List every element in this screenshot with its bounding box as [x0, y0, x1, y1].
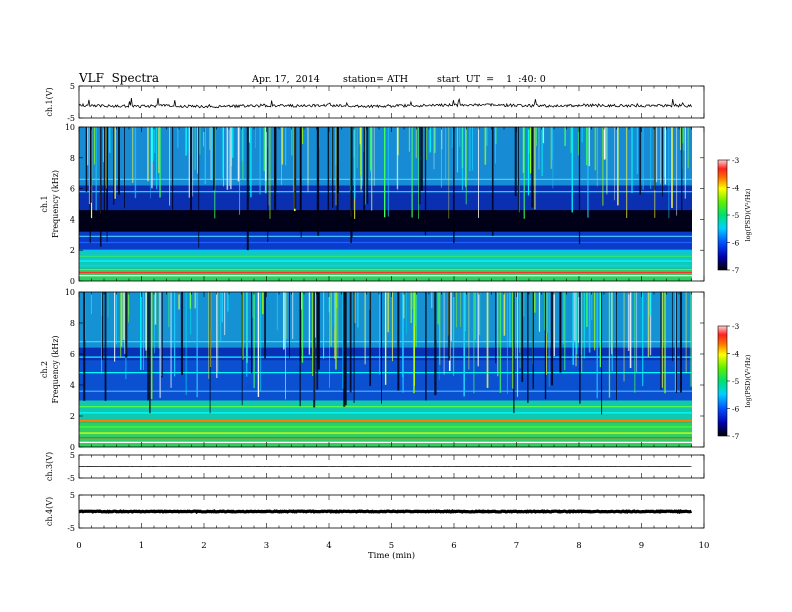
y-tick-label: 2	[70, 246, 75, 255]
x-tick-label: 6	[451, 541, 456, 551]
x-tick-label: 0	[76, 541, 81, 551]
y-tick-label: 0	[70, 443, 75, 452]
spectrogram-band	[79, 185, 692, 211]
y-tick-label: 2	[70, 412, 75, 421]
y-tick-label: -5	[67, 474, 75, 483]
spectrogram-band	[79, 210, 692, 232]
colorbar-label: log(PSD)(V²/Hz)	[744, 354, 752, 407]
colorbar	[717, 325, 728, 437]
colorbar-tick-label: -7	[732, 266, 740, 275]
spectrogram-band	[79, 250, 692, 269]
y-axis-label: Frequency (kHz)	[51, 170, 60, 238]
y-tick-label: 6	[70, 185, 75, 194]
colorbar-tick-label: -4	[732, 184, 740, 193]
y-axis-label: ch.2	[40, 361, 49, 378]
x-tick-label: 9	[639, 541, 644, 551]
spectrogram-band	[79, 400, 692, 423]
x-tick-label: 7	[514, 541, 519, 551]
y-tick-label: 0	[70, 277, 75, 286]
colorbar-tick-label: -7	[732, 432, 740, 441]
spectrogram-band	[79, 422, 692, 447]
x-tick-label: 8	[576, 541, 581, 551]
spectrogram-band	[79, 127, 692, 186]
y-tick-label: 4	[70, 381, 75, 390]
colorbar-tick-label: -3	[732, 322, 740, 331]
y-tick-label: 5	[70, 82, 75, 91]
colorbar-tick-label: -5	[732, 211, 740, 220]
y-tick-label: 5	[70, 491, 75, 500]
figure-title: VLF Spectra	[79, 71, 160, 85]
ch1-spectrogram-image	[79, 127, 692, 281]
colorbar-tick-label: -6	[732, 405, 740, 414]
x-tick-label: 2	[201, 541, 206, 551]
x-axis-label: Time (min)	[368, 550, 415, 561]
y-tick-label: -5	[67, 114, 75, 123]
x-tick-label: 3	[264, 541, 269, 551]
y-tick-label: 5	[70, 451, 75, 460]
start-time-label: start UT = 1 :40: 0	[437, 74, 546, 85]
y-axis-label: ch.1	[40, 195, 49, 212]
waveform-trace	[78, 509, 693, 514]
y-tick-label: -5	[67, 524, 75, 533]
y-tick-label: 6	[70, 350, 75, 359]
y-tick-label: 8	[70, 154, 75, 163]
station-label: station= ATH	[343, 74, 408, 85]
colorbar-tick-label: -3	[732, 156, 740, 165]
ch2-spectrogram-image	[79, 292, 692, 447]
spectrogram-band	[79, 231, 692, 251]
y-tick-label: 4	[70, 215, 75, 224]
colorbar	[717, 159, 728, 271]
spectrogram-band	[79, 268, 692, 281]
colorbar-label: log(PSD)(V²/Hz)	[744, 188, 752, 241]
axes-layer: -3 -4 -5 -6 -7 log(PSD)(V²/Hz) -3 -4 -5 -6 -7 log(P…	[40, 82, 752, 561]
colorbar-tick-label: -4	[732, 350, 740, 359]
y-axis-label: ch.1(V)	[45, 87, 54, 116]
y-tick-label: 8	[70, 319, 75, 328]
y-tick-label: 10	[65, 123, 75, 132]
y-tick-label: 10	[65, 288, 75, 297]
x-tick-label: 10	[699, 541, 710, 551]
colorbar-tick-label: -6	[732, 239, 740, 248]
y-axis-label: Frequency (kHz)	[51, 335, 60, 403]
x-tick-label: 5	[389, 541, 394, 551]
date-label: Apr. 17, 2014	[252, 74, 320, 85]
x-tick-label: 4	[326, 541, 331, 551]
y-axis-label: ch.4(V)	[45, 497, 54, 526]
colorbar-tick-label: -5	[732, 377, 740, 386]
y-axis-label: ch.3(V)	[45, 452, 54, 481]
waveform-trace	[78, 97, 692, 109]
x-tick-label: 1	[139, 541, 144, 551]
